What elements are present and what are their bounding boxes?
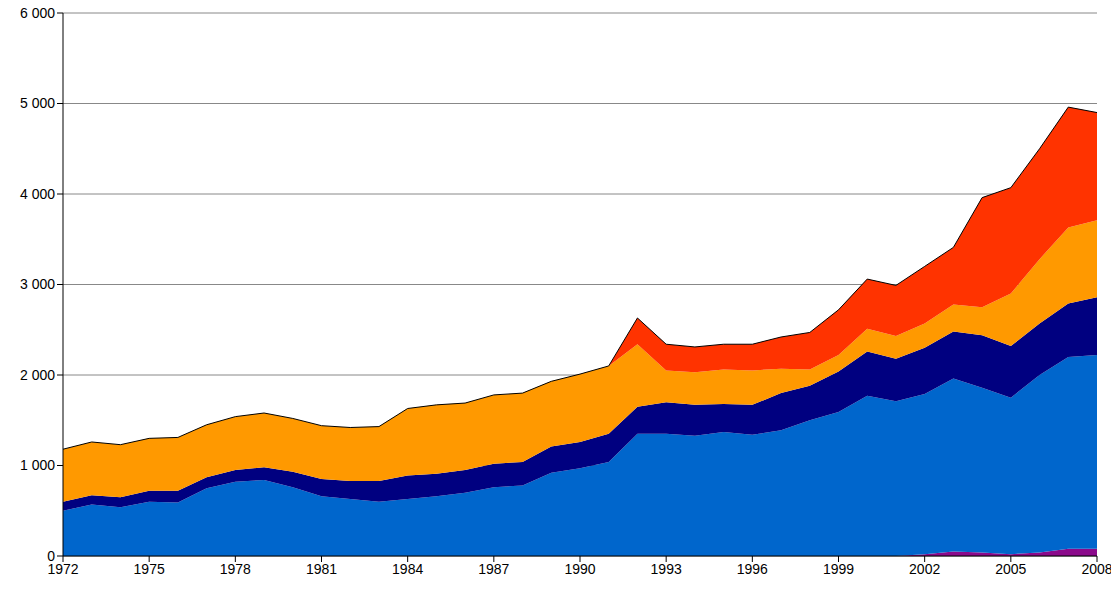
svg-text:1993: 1993 [651,561,682,577]
svg-text:2 000: 2 000 [20,367,55,383]
svg-text:1 000: 1 000 [20,457,55,473]
svg-text:1990: 1990 [564,561,595,577]
svg-text:1972: 1972 [47,560,79,577]
svg-text:1975: 1975 [134,561,165,577]
svg-text:0: 0 [47,548,55,564]
svg-text:2005: 2005 [995,561,1026,577]
svg-text:3 000: 3 000 [20,276,55,292]
svg-text:4 000: 4 000 [20,186,55,202]
svg-text:1984: 1984 [392,561,423,577]
svg-text:1996: 1996 [737,561,768,577]
svg-text:5 000: 5 000 [20,95,55,111]
svg-text:2002: 2002 [909,561,940,577]
svg-text:6 000: 6 000 [20,8,55,21]
svg-text:1981: 1981 [306,561,337,577]
svg-text:2008: 2008 [1081,561,1111,577]
svg-text:1978: 1978 [220,561,251,577]
svg-text:1987: 1987 [478,561,509,577]
svg-text:1999: 1999 [823,561,854,577]
